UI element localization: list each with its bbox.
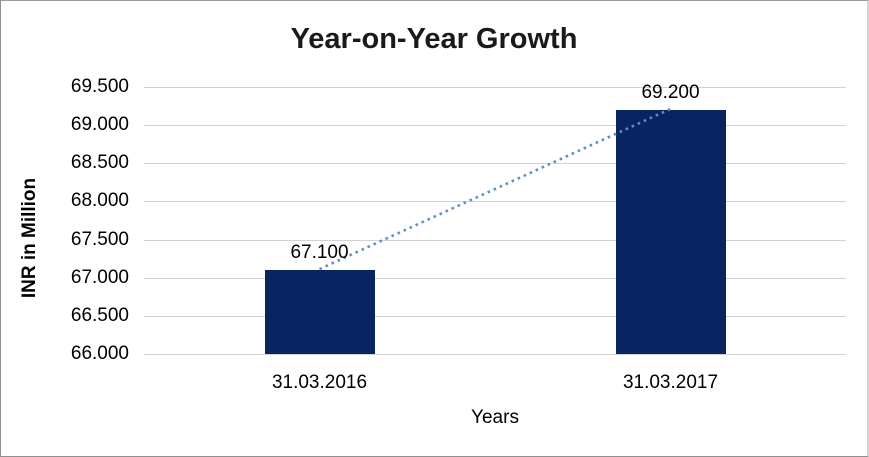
x-category-label: 31.03.2016 xyxy=(271,372,368,393)
chart-title: Year-on-Year Growth xyxy=(290,23,578,55)
y-tick-label: 69.000 xyxy=(70,114,129,136)
gridline xyxy=(144,125,846,127)
x-category-label: 31.03.2017 xyxy=(622,372,719,393)
bar-31.03.2016 xyxy=(264,270,375,354)
gridline xyxy=(144,87,846,88)
bar-31.03.2017 xyxy=(615,109,726,354)
plot-area xyxy=(144,87,846,355)
data-label: 67.100 xyxy=(290,242,349,264)
y-tick-label: 66.500 xyxy=(70,304,129,326)
gridline xyxy=(144,201,846,203)
gridline xyxy=(144,239,846,241)
y-tick-label: 69.500 xyxy=(70,76,129,97)
gridline xyxy=(144,277,846,279)
y-tick-label: 67.000 xyxy=(70,266,129,288)
gridline xyxy=(144,163,846,165)
gridline xyxy=(144,315,846,317)
y-tick-label: 67.500 xyxy=(70,228,129,250)
y-tick-label: 68.000 xyxy=(70,190,129,212)
gridline xyxy=(144,354,846,355)
y-tick-label: 68.500 xyxy=(70,152,129,174)
y-tick-label: 66.000 xyxy=(70,343,129,364)
x-axis-title: Years xyxy=(471,407,519,428)
data-label: 69.200 xyxy=(641,81,700,103)
